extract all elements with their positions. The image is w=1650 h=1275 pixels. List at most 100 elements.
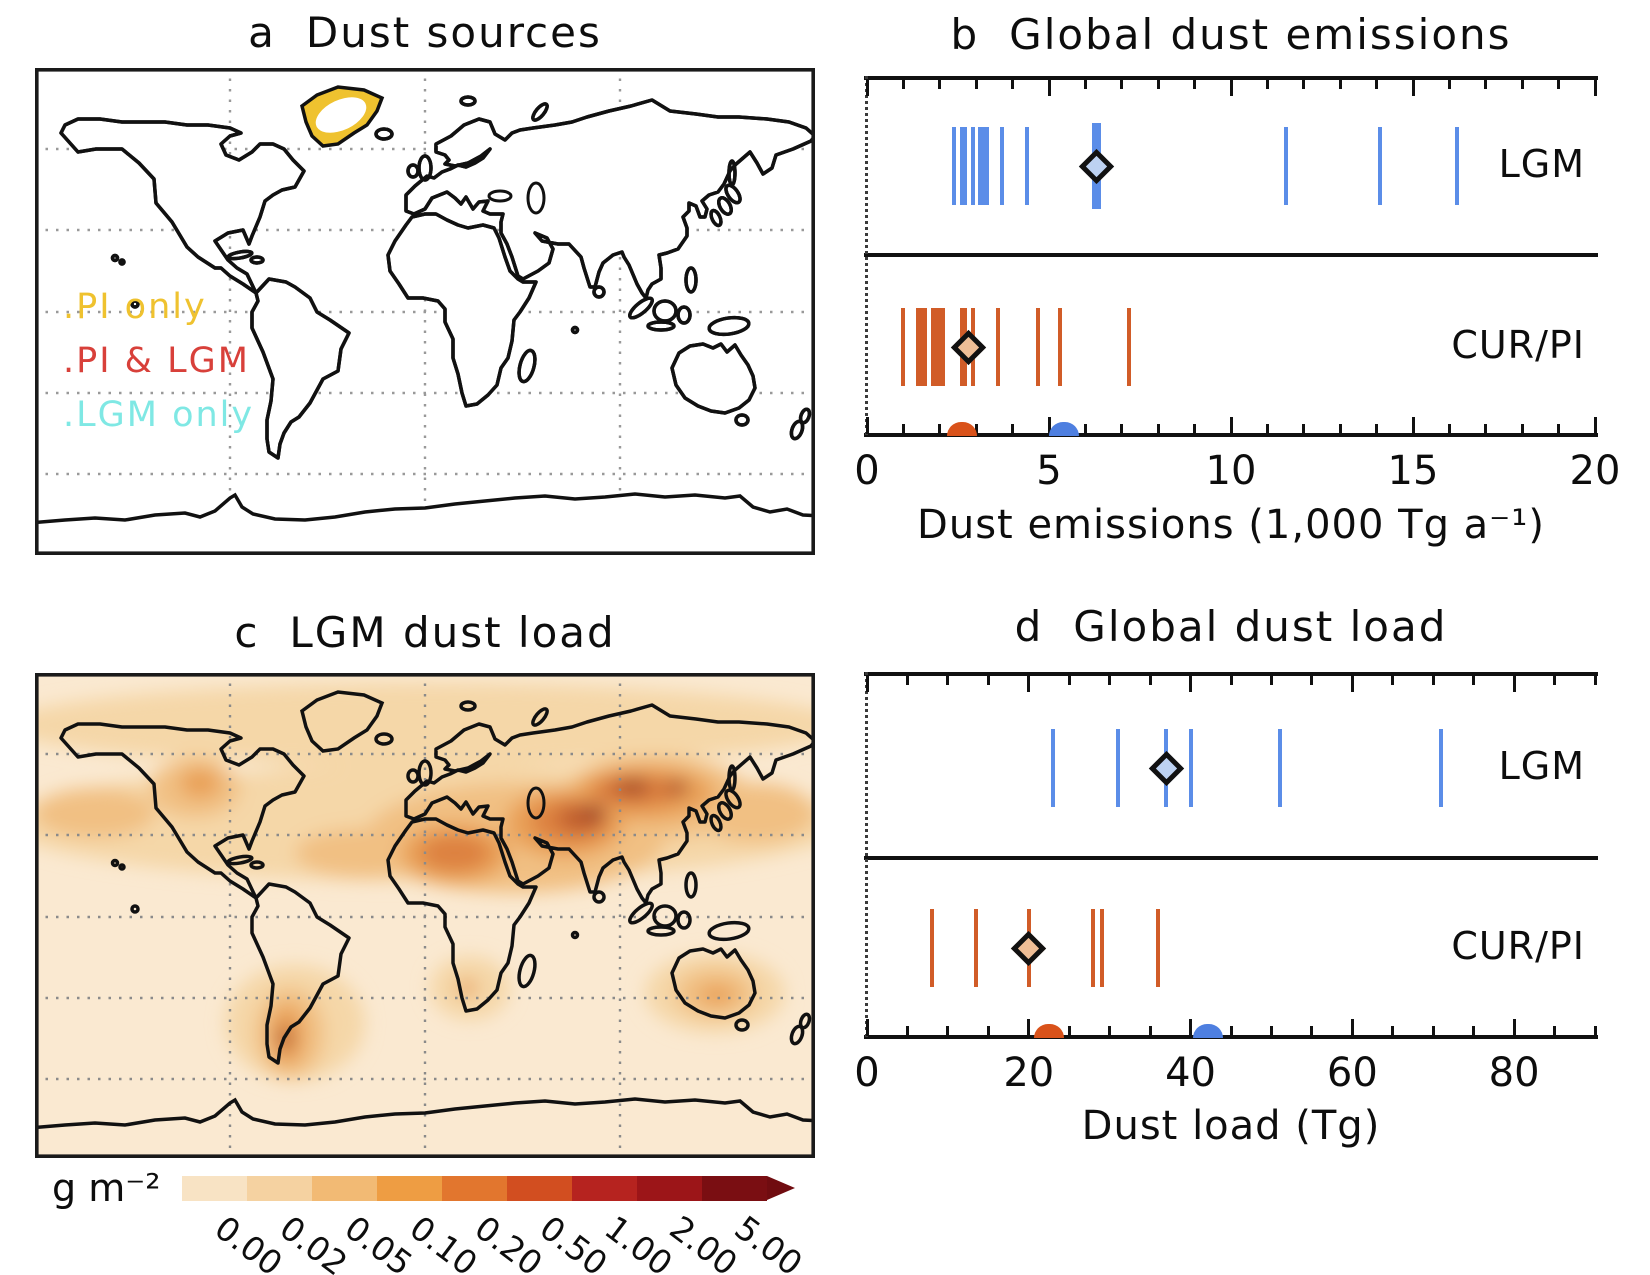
bottom-axis-tick bbox=[1375, 424, 1379, 434]
top-axis-tick bbox=[865, 675, 869, 692]
top-axis-tick bbox=[1472, 675, 1476, 685]
bottom-axis-tick bbox=[1156, 424, 1160, 434]
x-tick-label: 0 bbox=[854, 1050, 880, 1096]
bottom-axis-tick bbox=[1472, 1026, 1476, 1036]
bottom-axis-tick bbox=[1411, 417, 1415, 434]
top-axis-tick bbox=[1391, 675, 1395, 685]
data-tick-lgm bbox=[981, 127, 986, 205]
top-axis-tick bbox=[1338, 79, 1342, 89]
panel-c-title-text: LGM dust load bbox=[289, 608, 616, 657]
top-axis-tick bbox=[901, 79, 905, 89]
x-axis-title: Dust emissions (1,000 Tg a⁻¹) bbox=[917, 502, 1545, 548]
bottom-axis-tick bbox=[1431, 1026, 1435, 1036]
colorbar-arrow bbox=[767, 1176, 795, 1200]
data-tick-lgm bbox=[985, 127, 990, 205]
row-divider bbox=[864, 856, 1598, 860]
x-axis-line bbox=[864, 433, 1598, 437]
panel-b-title-text: Global dust emissions bbox=[1009, 10, 1512, 59]
bottom-axis-tick bbox=[1011, 424, 1015, 434]
data-tick-cur-pi bbox=[1127, 308, 1132, 386]
bottom-axis-tick bbox=[986, 1026, 990, 1036]
bottom-axis-tick bbox=[865, 1019, 869, 1036]
top-axis-tick bbox=[1156, 79, 1160, 89]
colorbar-segment bbox=[247, 1176, 312, 1201]
colorbar-segment bbox=[442, 1176, 507, 1201]
colorbar-segment bbox=[182, 1176, 247, 1201]
bottom-axis-tick bbox=[1047, 417, 1051, 434]
bottom-axis-tick bbox=[865, 417, 869, 434]
top-axis-tick bbox=[1229, 79, 1233, 96]
top-axis-tick bbox=[1193, 79, 1197, 89]
top-axis-tick bbox=[1083, 79, 1087, 89]
map-a-legend: .PI only .PI & LGM .LGM only bbox=[63, 287, 254, 435]
bottom-axis-tick bbox=[1229, 1026, 1233, 1036]
top-axis-tick bbox=[1269, 675, 1273, 685]
row-label-lgm: LGM bbox=[1498, 744, 1585, 788]
x-tick-label: 60 bbox=[1326, 1050, 1378, 1096]
bottom-axis-tick bbox=[1083, 424, 1087, 434]
data-tick-cur-pi bbox=[937, 308, 942, 386]
x-tick-label: 20 bbox=[1003, 1050, 1055, 1096]
row-label-cur-pi: CUR/PI bbox=[1451, 323, 1585, 367]
panel-a-title-text: Dust sources bbox=[305, 8, 602, 57]
data-tick-lgm bbox=[1051, 729, 1056, 807]
data-tick-cur-pi bbox=[1036, 308, 1041, 386]
bottom-axis-tick bbox=[1553, 1026, 1557, 1036]
median-diamond-lgm bbox=[1078, 148, 1114, 184]
top-axis-tick bbox=[974, 79, 978, 89]
bottom-axis-tick bbox=[1512, 1019, 1516, 1036]
colorbar-label: 5.00 bbox=[727, 1208, 810, 1275]
bottom-axis-tick bbox=[1391, 1026, 1395, 1036]
data-tick-lgm bbox=[999, 127, 1004, 205]
panel-b-title: b Global dust emissions bbox=[867, 10, 1595, 59]
colorbar-segment bbox=[507, 1176, 572, 1201]
axis-dot-cur-pi-mean bbox=[946, 422, 977, 436]
data-tick-lgm bbox=[963, 127, 968, 205]
top-axis-tick bbox=[1265, 79, 1269, 89]
x-tick-label: 20 bbox=[1569, 448, 1621, 494]
top-axis-tick bbox=[1553, 675, 1557, 685]
axis-dot-cur-pi-mean bbox=[1034, 1024, 1064, 1038]
dust-sources-map: .PI only .PI & LGM .LGM only bbox=[35, 68, 815, 555]
x-tick-label: 15 bbox=[1387, 448, 1439, 494]
colorbar-segment bbox=[637, 1176, 702, 1201]
top-axis-tick bbox=[865, 79, 869, 96]
top-axis-tick bbox=[1310, 675, 1314, 685]
zero-dotted-line bbox=[865, 672, 868, 1037]
bottom-axis-tick bbox=[1108, 1026, 1112, 1036]
bottom-axis-tick bbox=[1269, 1026, 1273, 1036]
data-tick-lgm bbox=[1277, 729, 1282, 807]
colorbar-segment bbox=[312, 1176, 377, 1201]
data-tick-cur-pi bbox=[941, 308, 946, 386]
data-tick-cur-pi bbox=[915, 308, 920, 386]
x-axis-title: Dust load (Tg) bbox=[1081, 1103, 1381, 1149]
colorbar-segment bbox=[572, 1176, 637, 1201]
data-tick-cur-pi bbox=[919, 308, 924, 386]
plot-top-border bbox=[864, 672, 1598, 676]
panel-b-label: b bbox=[950, 10, 980, 59]
legend-lgm-only: .LGM only bbox=[63, 395, 254, 435]
bottom-axis-tick bbox=[1067, 1026, 1071, 1036]
bottom-axis-tick bbox=[1148, 1026, 1152, 1036]
top-axis-tick bbox=[1011, 79, 1015, 89]
row-label-lgm: LGM bbox=[1498, 142, 1585, 186]
plot-top-border bbox=[864, 76, 1598, 80]
bottom-axis-tick bbox=[1593, 1026, 1597, 1036]
colorbar-segment bbox=[702, 1176, 767, 1201]
data-tick-lgm bbox=[1025, 127, 1030, 205]
median-diamond-cur-pi bbox=[1011, 930, 1047, 966]
panel-d-title: d Global dust load bbox=[867, 602, 1595, 651]
map-c-frame bbox=[35, 673, 815, 1158]
data-tick-cur-pi bbox=[974, 909, 979, 987]
bottom-axis-tick bbox=[1484, 424, 1488, 434]
lgm-dust-load-map bbox=[35, 673, 815, 1158]
top-axis-tick bbox=[1411, 79, 1415, 96]
bottom-axis-tick bbox=[1265, 424, 1269, 434]
data-tick-lgm bbox=[1115, 729, 1120, 807]
top-axis-tick bbox=[1512, 675, 1516, 692]
row-label-cur-pi: CUR/PI bbox=[1451, 924, 1585, 968]
top-axis-tick bbox=[1520, 79, 1524, 89]
bottom-axis-tick bbox=[1593, 417, 1597, 434]
median-diamond-lgm bbox=[1148, 750, 1184, 786]
panel-a-label: a bbox=[248, 8, 276, 57]
